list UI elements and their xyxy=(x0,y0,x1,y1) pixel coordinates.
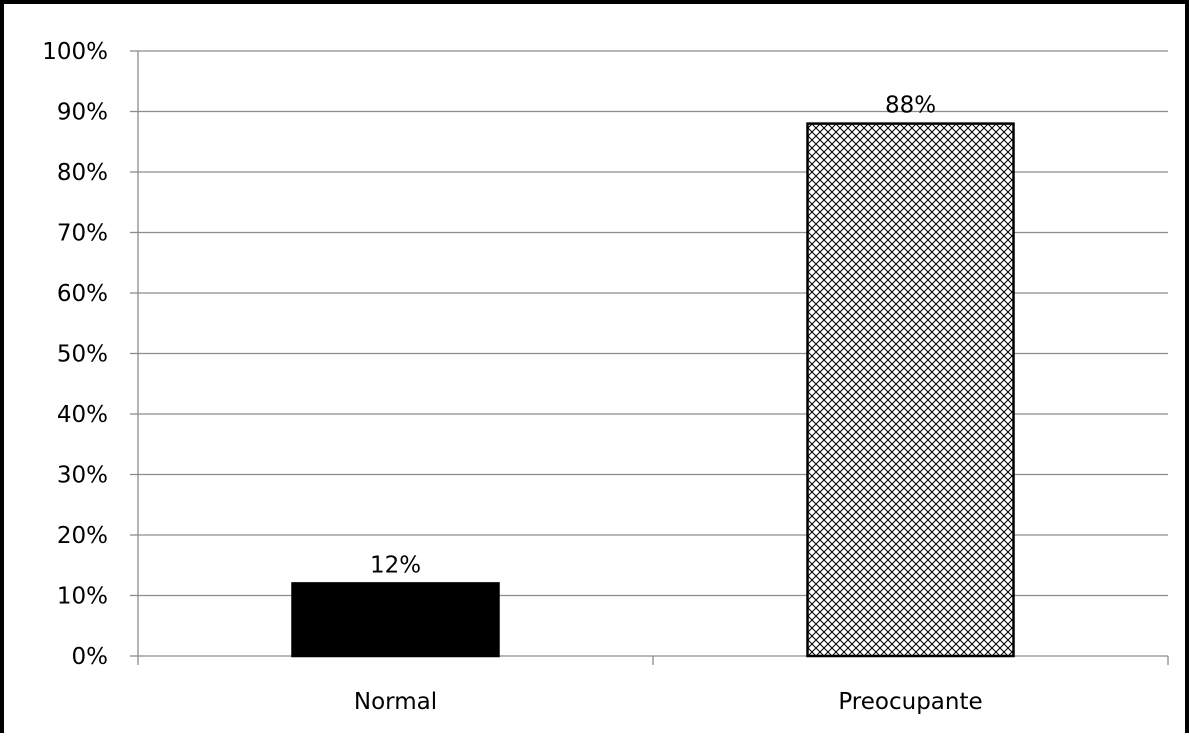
bar-normal xyxy=(291,582,500,658)
y-tick-label: 60% xyxy=(57,281,108,307)
bar-chart: 0% 10% 20% 30% 40% 50% 60% 70% 80% 90% 100% 12% Norm… xyxy=(42,39,1169,715)
y-tick-label: 80% xyxy=(57,160,108,186)
labels: 0% 10% 20% 30% 40% 50% 60% 70% 80% 90% 100% 12% Norm… xyxy=(42,39,982,715)
data-label: 88% xyxy=(885,93,936,119)
y-tick-label: 90% xyxy=(57,100,108,126)
x-category-label: Preocupante xyxy=(838,689,982,715)
y-tick-label: 20% xyxy=(57,523,108,549)
gridlines xyxy=(138,50,1168,597)
y-tick-label: 50% xyxy=(57,342,108,368)
y-tick-label: 0% xyxy=(72,644,109,670)
data-label: 12% xyxy=(370,552,421,578)
y-tick-label: 40% xyxy=(57,402,108,428)
y-tick-label: 100% xyxy=(42,39,108,65)
y-tick-label: 30% xyxy=(57,463,108,489)
bars xyxy=(291,122,1015,658)
x-category-label: Normal xyxy=(354,689,437,715)
y-tick-label: 10% xyxy=(57,584,108,610)
bar-preocupante xyxy=(806,122,1015,658)
y-tick-label: 70% xyxy=(57,221,108,247)
